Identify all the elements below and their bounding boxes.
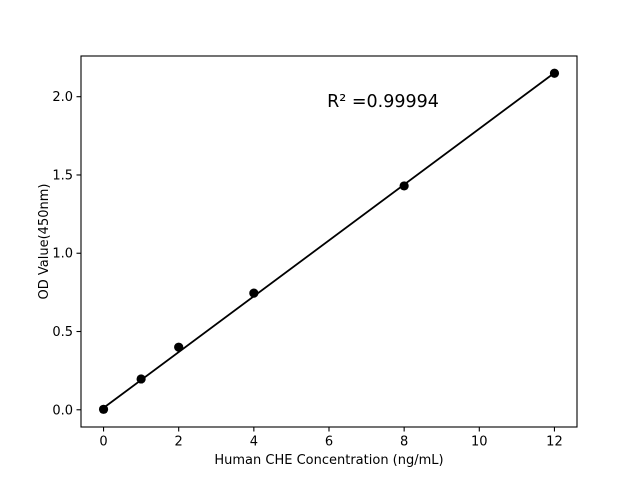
x-tick-label: 6 (325, 435, 333, 450)
x-tick-label: 2 (175, 435, 183, 450)
data-point (174, 342, 184, 352)
x-tick-label: 4 (250, 435, 258, 450)
x-axis-label: Human CHE Concentration (ng/mL) (214, 453, 443, 468)
data-point (549, 68, 560, 78)
y-axis-ticks: 0.0 0.5 1.0 1.5 2.0 (52, 90, 81, 418)
r-squared-annotation: R² =0.99994 (327, 92, 439, 112)
y-tick-label: 0.0 (52, 403, 73, 418)
y-tick-label: 2.0 (52, 90, 73, 105)
y-tick-label: 0.5 (52, 325, 73, 340)
y-axis-label: OD Value(450nm) (37, 184, 52, 300)
data-point (399, 181, 409, 191)
x-tick-label: 12 (546, 435, 563, 450)
x-tick-label: 8 (400, 435, 408, 450)
data-series (98, 68, 560, 414)
x-tick-label: 0 (99, 435, 107, 450)
data-point (98, 404, 109, 414)
data-point (249, 288, 259, 298)
fit-line (102, 72, 556, 409)
x-axis-ticks: 0 2 4 6 8 10 12 (99, 427, 563, 450)
x-tick-label: 10 (471, 435, 488, 450)
y-tick-label: 1.5 (52, 168, 73, 183)
y-tick-label: 1.0 (52, 247, 73, 262)
data-point (136, 374, 146, 384)
